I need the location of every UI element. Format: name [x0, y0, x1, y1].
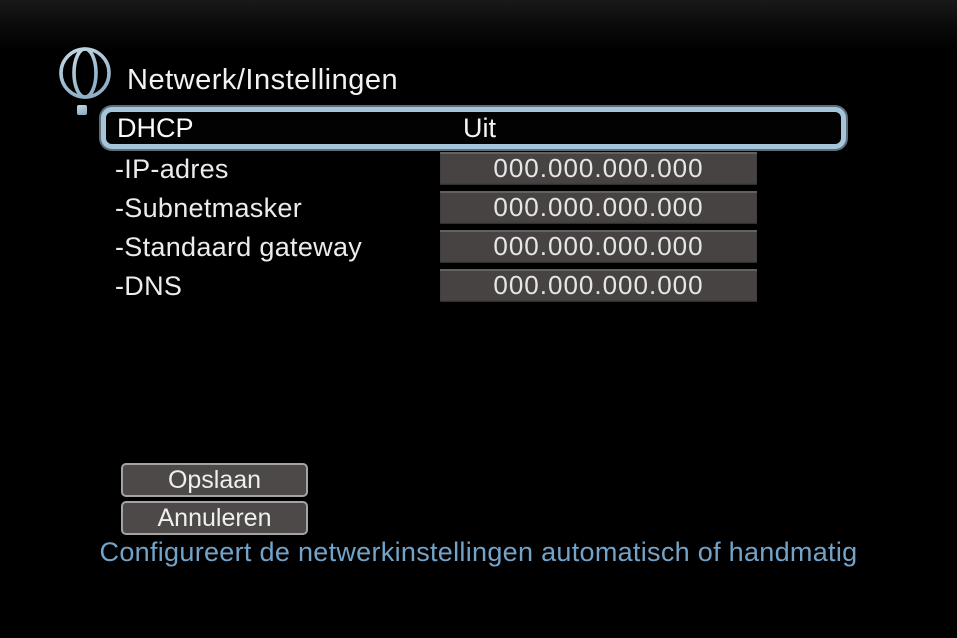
save-button-label: Opslaan — [167, 465, 262, 494]
dhcp-value: Uit — [463, 112, 496, 143]
help-text: Configureert de netwerkinstellingen auto… — [99, 537, 858, 567]
ip-address-value: 000.000.000.000 — [493, 153, 704, 183]
default-gateway-field[interactable]: 000.000.000.000 — [440, 230, 757, 263]
subnet-mask-label: -Subnetmasker — [115, 193, 302, 223]
dns-field[interactable]: 000.000.000.000 — [440, 269, 757, 302]
dns-value: 000.000.000.000 — [493, 270, 704, 300]
subnet-mask-value: 000.000.000.000 — [493, 192, 704, 222]
dns-label: -DNS — [115, 271, 183, 301]
subnet-mask-field[interactable]: 000.000.000.000 — [440, 191, 757, 224]
row-default-gateway: -Standaard gateway 000.000.000.000 — [0, 229, 957, 268]
page-title: Netwerk/Instellingen — [127, 64, 399, 96]
cancel-button-label: Annuleren — [157, 503, 272, 532]
cancel-button[interactable]: Annuleren — [121, 501, 308, 535]
save-button[interactable]: Opslaan — [121, 463, 308, 497]
row-dhcp[interactable]: DHCP Uit — [101, 107, 846, 149]
default-gateway-value: 000.000.000.000 — [493, 231, 704, 261]
default-gateway-label: -Standaard gateway — [115, 232, 363, 262]
row-dns: -DNS 000.000.000.000 — [0, 268, 957, 307]
ip-address-label: -IP-adres — [115, 154, 229, 184]
dhcp-label: DHCP — [117, 112, 194, 143]
ip-address-field[interactable]: 000.000.000.000 — [440, 152, 757, 185]
globe-network-icon — [54, 47, 112, 115]
row-subnet-mask: -Subnetmasker 000.000.000.000 — [0, 190, 957, 229]
row-ip-address: -IP-adres 000.000.000.000 — [0, 151, 957, 190]
